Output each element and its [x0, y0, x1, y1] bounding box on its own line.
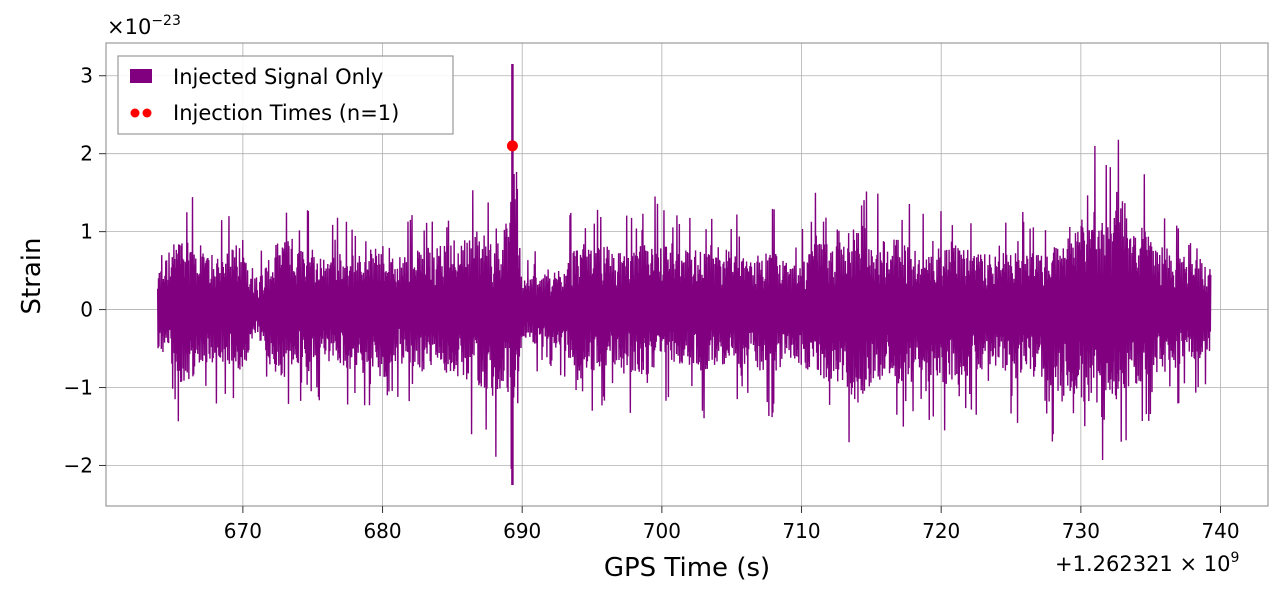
y-tick-label: 2 [80, 142, 93, 166]
y-tick-label: 0 [80, 298, 93, 322]
injection-time-marker [506, 140, 518, 152]
y-tick-label: −2 [64, 453, 93, 477]
injection-points [506, 140, 518, 152]
x-tick-label: 680 [363, 519, 401, 543]
legend-box [117, 55, 454, 135]
y-tick-label: 3 [80, 64, 93, 88]
x-axis-ticks: 670 680 690 700 710 720 730 740 [224, 506, 1240, 543]
y-axis-ticks: −2 −1 0 1 2 3 [64, 64, 106, 477]
legend-signal-swatch [130, 69, 152, 83]
y-scale-label: ×10−23 [107, 13, 181, 39]
x-axis-label: GPS Time (s) [604, 553, 770, 583]
x-tick-label: 670 [224, 519, 262, 543]
y-tick-label: −1 [64, 376, 93, 400]
x-tick-label: 720 [922, 519, 960, 543]
x-offset-label: +1.262321 × 109 [1055, 550, 1239, 576]
x-tick-label: 690 [503, 519, 541, 543]
injected-signal-series [156, 64, 1212, 485]
plot-frame [105, 42, 1269, 507]
legend-injection-marker [142, 108, 152, 118]
y-tick-label: 1 [80, 220, 93, 244]
legend-signal-label: Injected Signal Only [173, 65, 383, 89]
x-tick-label: 740 [1201, 519, 1239, 543]
signal-line [156, 139, 1212, 469]
y-axis-label: Strain [17, 237, 47, 314]
x-tick-label: 730 [1062, 519, 1100, 543]
legend-injection-label: Injection Times (n=1) [173, 101, 399, 125]
legend: Injected Signal Only Injection Times (n=… [117, 55, 454, 135]
x-tick-label: 710 [782, 519, 820, 543]
legend-injection-marker [130, 108, 140, 118]
x-tick-label: 700 [643, 519, 681, 543]
